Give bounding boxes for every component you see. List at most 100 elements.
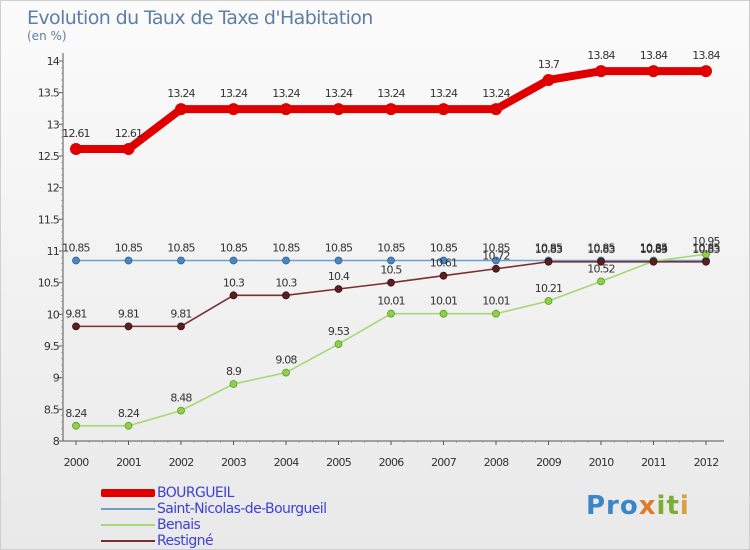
data-label: 10.72 xyxy=(482,250,510,263)
x-tick-label: 2004 xyxy=(274,456,300,469)
data-label: 8.24 xyxy=(118,407,140,420)
data-point xyxy=(597,257,605,266)
data-point xyxy=(282,291,290,300)
y-tick-label: 13 xyxy=(47,118,60,131)
x-tick-label: 2010 xyxy=(589,456,615,469)
data-label: 13.24 xyxy=(167,87,195,100)
legend-item-restigne: Restigné xyxy=(101,533,326,549)
data-point xyxy=(492,264,500,273)
data-label: 10.85 xyxy=(587,242,615,255)
data-label: 10.01 xyxy=(482,295,510,308)
data-label: 10.85 xyxy=(167,242,195,255)
data-label: 10.83 xyxy=(640,243,668,256)
data-label: 10.3 xyxy=(275,276,297,289)
data-point xyxy=(595,65,607,78)
legend-swatch-bourgueil xyxy=(101,489,155,497)
data-point xyxy=(385,103,397,116)
data-label: 9.81 xyxy=(118,307,139,320)
data-label: 9.53 xyxy=(328,325,350,338)
data-point xyxy=(492,256,500,265)
logo-part: it xyxy=(656,491,680,521)
data-point xyxy=(544,257,553,266)
data-point xyxy=(175,103,187,116)
data-point xyxy=(122,143,135,156)
data-point xyxy=(72,256,80,265)
data-point xyxy=(70,143,82,156)
legend-label-benais: Benais xyxy=(157,517,201,533)
data-label: 10.21 xyxy=(535,282,563,295)
data-point xyxy=(647,65,660,78)
data-label: 8.24 xyxy=(65,407,87,420)
y-tick-label: 8 xyxy=(53,435,60,448)
data-label: 10.4 xyxy=(328,270,350,283)
legend-swatch-benais xyxy=(101,524,155,526)
legend-swatch-restigne xyxy=(101,540,155,542)
x-tick-label: 2007 xyxy=(431,456,457,469)
proxiti-logo: Proxiti xyxy=(586,491,690,521)
data-point xyxy=(334,285,343,293)
data-label: 10.5 xyxy=(380,264,402,277)
y-tick-label: 8.5 xyxy=(44,403,60,416)
legend-swatch-saint-nicolas xyxy=(101,508,155,510)
data-label: 10.85 xyxy=(220,242,248,255)
data-label: 13.24 xyxy=(220,87,248,100)
data-label: 10.83 xyxy=(535,243,563,256)
data-point xyxy=(387,309,395,318)
data-label: 13.24 xyxy=(430,87,458,100)
data-point xyxy=(229,256,238,265)
y-tick-label: 9.5 xyxy=(44,340,60,353)
x-tick-label: 2008 xyxy=(484,456,510,469)
data-point xyxy=(280,103,292,116)
y-tick-label: 10 xyxy=(47,308,60,321)
data-point xyxy=(72,322,80,331)
y-tick-label: 14 xyxy=(47,55,60,68)
data-label: 10.52 xyxy=(587,262,615,275)
data-point xyxy=(490,103,502,116)
x-tick-label: 2006 xyxy=(379,456,405,469)
data-label: 9.81 xyxy=(65,307,86,320)
data-label: 8.48 xyxy=(170,392,192,405)
data-label: 9.81 xyxy=(170,307,191,320)
x-tick-label: 2005 xyxy=(326,456,352,469)
logo-part: Pro xyxy=(586,491,639,521)
legend-label-restigne: Restigné xyxy=(157,533,214,549)
data-point xyxy=(702,257,710,266)
data-label: 10.95 xyxy=(692,235,720,248)
data-point xyxy=(439,309,448,318)
data-point xyxy=(124,322,133,331)
y-tick-label: 10.5 xyxy=(38,277,60,290)
legend-label-saint-nicolas: Saint-Nicolas-de-Bourgueil xyxy=(157,501,327,517)
data-point xyxy=(334,256,343,265)
data-point xyxy=(700,65,712,78)
data-label: 10.83 xyxy=(587,243,615,256)
data-label: 10.01 xyxy=(430,295,458,308)
data-label: 12.61 xyxy=(115,127,143,140)
data-label: 12.61 xyxy=(62,127,90,140)
legend: BOURGUEIL Saint-Nicolas-de-Bourgueil Ben… xyxy=(101,485,327,549)
data-label: 13.7 xyxy=(538,58,560,71)
data-point xyxy=(124,421,133,430)
x-tick-label: 2003 xyxy=(221,456,247,469)
data-point xyxy=(649,257,658,266)
logo-part: i xyxy=(679,491,690,521)
x-tick-label: 2009 xyxy=(536,456,562,469)
data-point xyxy=(437,103,450,116)
data-label: 10.85 xyxy=(640,242,668,255)
data-label: 13.84 xyxy=(587,49,615,62)
x-tick-label: 2011 xyxy=(641,456,666,469)
data-label: 10.84 xyxy=(640,242,668,255)
data-label: 10.85 xyxy=(325,242,353,255)
legend-label-bourgueil: BOURGUEIL xyxy=(157,485,234,501)
legend-item-benais: Benais xyxy=(101,517,326,533)
data-point xyxy=(177,406,185,415)
data-label: 13.24 xyxy=(272,87,300,100)
data-point xyxy=(439,256,448,265)
legend-item-bourgueil: BOURGUEIL xyxy=(101,485,326,501)
data-point xyxy=(282,368,290,377)
x-tick-label: 2000 xyxy=(64,456,90,469)
x-tick-label: 2012 xyxy=(694,456,719,469)
data-label: 13.24 xyxy=(377,87,405,100)
data-label: 10.3 xyxy=(223,276,245,289)
x-tick-label: 2001 xyxy=(116,456,141,469)
